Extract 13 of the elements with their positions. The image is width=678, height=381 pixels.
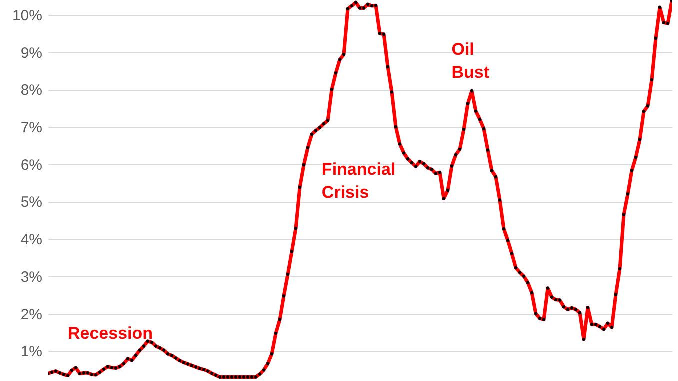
y-tick-label: 8%	[20, 82, 42, 100]
y-tick-label: 6%	[20, 156, 42, 174]
y-tick-label: 1%	[20, 344, 42, 361]
y-tick-label: 2%	[20, 306, 42, 324]
y-tick-label: 9%	[20, 44, 42, 62]
annotation: Oil Bust	[452, 40, 490, 82]
y-tick-label: 10%	[12, 7, 42, 24]
y-tick-label: 3%	[20, 268, 42, 286]
annotation: Financial Crisis	[322, 160, 396, 202]
annotation: Recession	[68, 324, 154, 344]
y-tick-label: 5%	[20, 194, 42, 212]
y-tick-label: 7%	[20, 120, 42, 136]
y-tick-label: 4%	[20, 232, 42, 249]
